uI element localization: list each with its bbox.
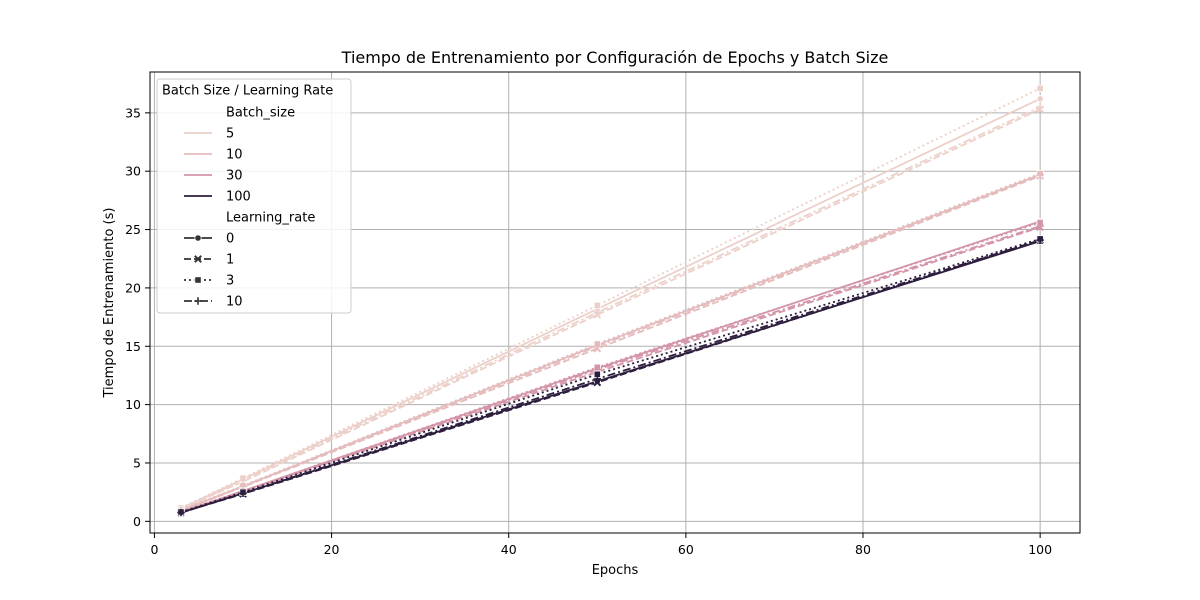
series-lines [180, 87, 1041, 514]
data-point-bs5-lr10 [1036, 103, 1044, 111]
series-markers [177, 84, 1045, 517]
series-line-bs100-lr10 [180, 239, 1041, 514]
series-line-bs30-lr10 [180, 225, 1041, 513]
data-point-bs100-lr10 [177, 508, 185, 517]
y-axis-label: Tiempo de Entrenamiento (s) [102, 208, 117, 399]
legend-label-lr-10: 10 [226, 295, 243, 310]
legend-label-batch-5: 5 [226, 127, 234, 142]
x-axis-label: Epochs [592, 563, 639, 578]
y-tick-label: 25 [125, 222, 141, 237]
legend-marker-lr-10 [194, 297, 202, 305]
series-line-bs5-lr3 [180, 87, 1041, 509]
legend-label-batch-100: 100 [226, 190, 251, 205]
x-tick-label: 0 [150, 542, 158, 557]
data-point-bs5-lr3 [1036, 84, 1044, 92]
legend-label-lr-0: 0 [226, 232, 234, 247]
legend-label-batch-10: 10 [226, 148, 243, 163]
y-tick-label: 5 [133, 455, 141, 470]
legend-title: Batch Size / Learning Rate [162, 84, 333, 99]
legend-marker-lr-1 [194, 255, 202, 263]
legend-style-title: Learning_rate [226, 211, 315, 226]
data-point-bs100-lr10 [1036, 236, 1044, 244]
legend-label-lr-3: 3 [226, 274, 234, 289]
data-point-bs30-lr10 [1036, 222, 1044, 230]
data-point-bs100-lr10 [593, 375, 601, 383]
series-line-bs5-lr10 [180, 106, 1041, 510]
y-tick-label: 35 [125, 105, 141, 120]
x-tick-label: 100 [1028, 542, 1052, 557]
y-tick-label: 15 [125, 339, 141, 354]
y-tick-label: 0 [133, 514, 141, 529]
legend-hue-title: Batch_size [226, 106, 295, 121]
series-line-bs10-lr10 [180, 173, 1041, 512]
chart-title: Tiempo de Entrenamiento por Configuració… [341, 48, 889, 67]
series-line-bs10-lr3 [180, 172, 1041, 512]
x-tick-label: 60 [678, 542, 694, 557]
legend-label-batch-30: 30 [226, 169, 243, 184]
legend-marker-lr-0 [194, 234, 202, 242]
y-tick-label: 20 [125, 280, 141, 295]
legend-box [156, 78, 352, 314]
x-tick-label: 40 [501, 542, 517, 557]
data-point-bs10-lr10 [593, 342, 601, 350]
x-tick-label: 80 [855, 542, 871, 557]
data-point-bs5-lr10 [593, 308, 601, 317]
legend: Batch Size / Learning RateBatch_size5103… [156, 78, 352, 314]
legend-label-lr-1: 1 [226, 253, 234, 268]
y-tick-label: 10 [125, 397, 141, 412]
legend-marker-lr-3 [194, 276, 202, 284]
data-point-bs5-lr3 [593, 301, 601, 310]
series-line-bs100-lr3 [180, 238, 1041, 513]
data-point-bs5-lr0 [1036, 95, 1044, 103]
y-tick-label: 30 [125, 164, 141, 179]
x-tick-label: 20 [324, 542, 340, 557]
data-point-bs100-lr10 [239, 489, 247, 498]
data-point-bs10-lr10 [1036, 171, 1044, 179]
plot-frame [149, 71, 1081, 534]
